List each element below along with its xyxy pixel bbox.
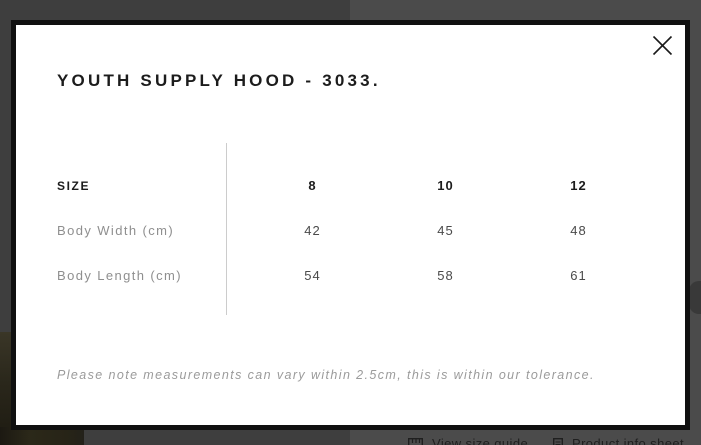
product-photo-edge	[0, 332, 12, 445]
table-cell: 54	[304, 268, 321, 283]
table-divider	[226, 143, 227, 315]
table-row-label: Body Width (cm)	[57, 223, 175, 238]
product-photo-bottom	[0, 427, 84, 445]
size-header-10: 10	[437, 178, 454, 193]
table-cell: 61	[570, 268, 587, 283]
table-cell: 58	[437, 268, 454, 283]
table-cell: 48	[570, 223, 587, 238]
product-info-sheet-link[interactable]: Product info sheet	[553, 436, 684, 445]
product-info-sheet-label: Product info sheet	[572, 436, 684, 445]
document-icon	[553, 438, 563, 445]
size-header-12: 12	[570, 178, 587, 193]
table-row-label: Body Length (cm)	[57, 268, 183, 283]
tolerance-note: Please note measurements can vary within…	[57, 368, 595, 382]
size-column-header: SIZE	[57, 178, 91, 193]
view-size-guide-link[interactable]: View size guide	[408, 436, 528, 445]
close-icon	[652, 35, 672, 55]
size-chart-modal: YOUTH SUPPLY HOOD - 3033. SIZE 8 10 12 B…	[11, 20, 690, 430]
close-button[interactable]	[649, 32, 675, 58]
size-chart-table: SIZE 8 10 12 Body Width (cm) 42 45 48	[57, 143, 652, 315]
product-sleeve-shape	[689, 281, 701, 314]
ruler-icon	[408, 438, 423, 445]
table-cell: 42	[304, 223, 321, 238]
size-header-8: 8	[308, 178, 317, 193]
modal-title: YOUTH SUPPLY HOOD - 3033.	[57, 71, 381, 90]
table-cell: 45	[437, 223, 454, 238]
product-page-links-row: View size guide Product info sheet	[0, 436, 701, 445]
view-size-guide-label: View size guide	[432, 436, 529, 445]
